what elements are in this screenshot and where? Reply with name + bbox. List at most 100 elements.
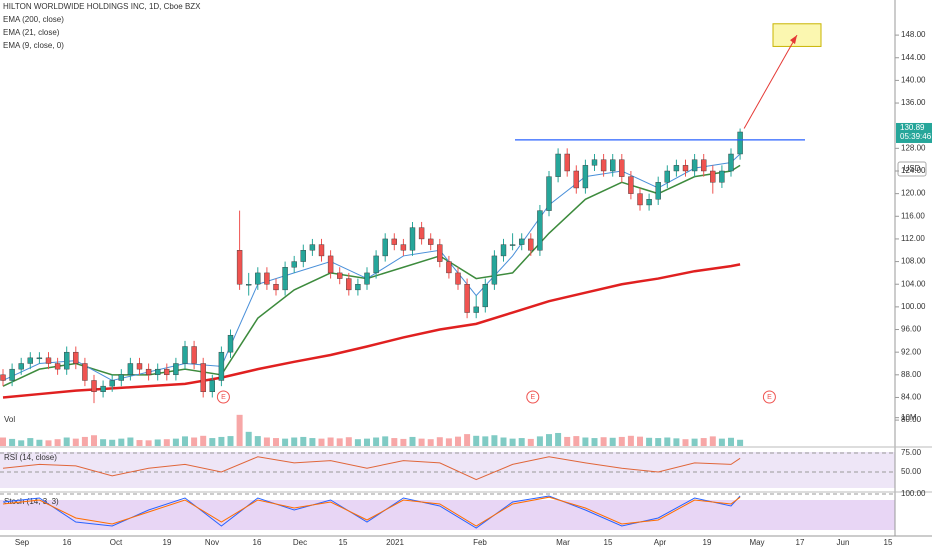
candle-body [701, 159, 707, 172]
candle-body [355, 284, 361, 291]
y-tick-label: 104.00 [901, 279, 926, 288]
volume-bar [700, 438, 707, 446]
volume-bar [400, 438, 407, 446]
volume-bar [300, 436, 307, 446]
stoch-band [0, 500, 895, 530]
volume-bar [691, 438, 698, 446]
candle-body [309, 244, 316, 251]
last-price-badge [896, 122, 932, 143]
volume-bar [227, 436, 234, 446]
candle-body [382, 238, 388, 257]
candle-body [255, 272, 261, 285]
volume-bar [318, 438, 325, 446]
volume-bar [45, 440, 52, 446]
candle-body [273, 284, 279, 291]
candle-body [737, 131, 743, 155]
candle-body [154, 368, 161, 376]
x-tick-label: Dec [293, 538, 307, 547]
candle-body [282, 267, 288, 291]
candle-body [109, 380, 115, 387]
volume-bar [491, 435, 498, 446]
volume-bar [336, 438, 343, 446]
volume-bar [273, 438, 279, 446]
volume-bar [637, 436, 643, 446]
y-tick-label: 112.00 [901, 234, 925, 243]
candle-body [63, 351, 70, 370]
candle-body [337, 272, 343, 279]
volume-bar [218, 436, 225, 446]
x-tick-label: Nov [205, 538, 219, 547]
candle-body [236, 250, 243, 285]
stoch-line [2, 496, 741, 527]
candle-body [346, 278, 352, 291]
x-tick-label: Oct [110, 538, 123, 547]
volume-bar [81, 436, 88, 446]
volume-bar [718, 438, 725, 446]
candle-body [191, 346, 197, 364]
volume-bar [109, 439, 116, 446]
x-tick-label: Sep [15, 538, 30, 547]
candle-body [118, 374, 125, 381]
candle-body [218, 351, 225, 381]
last-price-label: 130.89 [900, 123, 925, 132]
candle-body [728, 153, 734, 172]
currency-label: USD [904, 164, 921, 173]
candle-body [546, 176, 552, 211]
candle-body [409, 227, 416, 251]
earnings-label: E [530, 394, 535, 401]
x-tick-label: Jun [837, 538, 850, 547]
volume-bar [445, 438, 452, 446]
candle-body [673, 165, 680, 172]
volume-bar [409, 436, 416, 446]
candle-body [136, 363, 143, 370]
candle-body [655, 182, 661, 200]
volume-bar [500, 437, 507, 446]
volume-bar [527, 438, 534, 446]
volume-bar [154, 439, 161, 446]
candle-body [446, 261, 452, 274]
x-tick-label: 17 [796, 538, 805, 547]
legend-entry: EMA (9, close, 0) [3, 41, 64, 50]
y-tick-label: 100.00 [901, 489, 926, 498]
candle-body [173, 363, 179, 376]
candle-body [491, 255, 498, 285]
y-tick-label: 92.00 [901, 347, 922, 356]
volume-bar [427, 439, 434, 446]
y-tick-label: 136.00 [901, 98, 926, 107]
x-tick-label: 15 [339, 538, 348, 547]
volume-bar [391, 438, 398, 446]
volume-bar [191, 437, 198, 446]
volume-bar [464, 434, 471, 446]
y-tick-label: 148.00 [901, 30, 926, 39]
y-tick-label: 108.00 [901, 257, 926, 266]
volume-bar [263, 437, 270, 446]
volume-bar [200, 435, 207, 446]
y-tick-label: 80.00 [901, 415, 922, 424]
x-tick-label: 19 [703, 538, 712, 547]
candle-body [391, 238, 397, 245]
volume-bar [709, 436, 716, 446]
volume-bar [36, 439, 43, 446]
x-tick-label: 2021 [386, 538, 404, 547]
volume-bar [455, 436, 461, 446]
candle-body [719, 170, 725, 183]
candle-body [91, 380, 97, 393]
x-tick-label: 15 [884, 538, 893, 547]
volume-bar [664, 437, 671, 446]
volume-bar [172, 438, 179, 446]
volume-bar [72, 438, 79, 446]
candle-body [428, 238, 434, 245]
candle-body [73, 351, 79, 364]
candle-body [318, 244, 325, 257]
volume-bar [309, 438, 316, 446]
candle-body [582, 165, 589, 189]
volume-bar [145, 440, 152, 446]
y-tick-label: 88.00 [901, 370, 922, 379]
candle-body [573, 170, 579, 189]
volume-bar [27, 438, 34, 446]
candle-body [646, 199, 652, 206]
volume-bar [9, 438, 16, 446]
volume-bar [254, 436, 261, 446]
candle-body [27, 357, 33, 364]
